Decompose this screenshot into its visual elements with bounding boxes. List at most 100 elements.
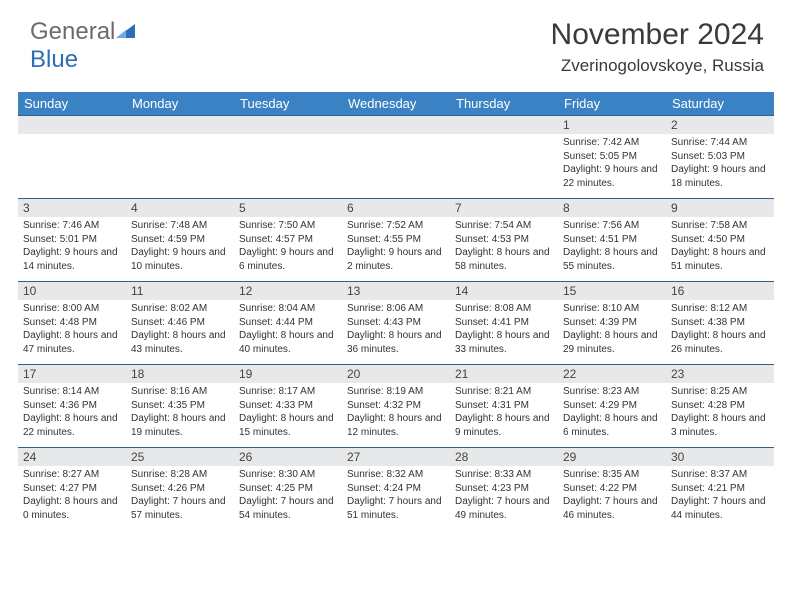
calendar-cell [234, 116, 342, 198]
day-number: 2 [666, 116, 774, 134]
calendar-cell: 27Sunrise: 8:32 AMSunset: 4:24 PMDayligh… [342, 448, 450, 530]
calendar-cell: 29Sunrise: 8:35 AMSunset: 4:22 PMDayligh… [558, 448, 666, 530]
calendar-cell: 30Sunrise: 8:37 AMSunset: 4:21 PMDayligh… [666, 448, 774, 530]
sunrise-text: Sunrise: 7:50 AM [239, 219, 337, 233]
sunrise-text: Sunrise: 8:08 AM [455, 302, 553, 316]
brand-part1: General [30, 18, 115, 45]
sunrise-text: Sunrise: 8:19 AM [347, 385, 445, 399]
calendar-cell: 21Sunrise: 8:21 AMSunset: 4:31 PMDayligh… [450, 365, 558, 447]
calendar: Sunday Monday Tuesday Wednesday Thursday… [18, 92, 774, 530]
cell-body: Sunrise: 8:16 AMSunset: 4:35 PMDaylight:… [126, 383, 234, 443]
sunset-text: Sunset: 4:53 PM [455, 233, 553, 247]
daylight-text: Daylight: 9 hours and 2 minutes. [347, 246, 445, 273]
sunset-text: Sunset: 5:01 PM [23, 233, 121, 247]
cell-body: Sunrise: 8:23 AMSunset: 4:29 PMDaylight:… [558, 383, 666, 443]
day-number: 29 [558, 448, 666, 466]
sunrise-text: Sunrise: 8:00 AM [23, 302, 121, 316]
cell-body: Sunrise: 8:06 AMSunset: 4:43 PMDaylight:… [342, 300, 450, 360]
sunrise-text: Sunrise: 8:33 AM [455, 468, 553, 482]
calendar-cell [18, 116, 126, 198]
calendar-cell [126, 116, 234, 198]
calendar-week: 1Sunrise: 7:42 AMSunset: 5:05 PMDaylight… [18, 115, 774, 198]
sunset-text: Sunset: 4:51 PM [563, 233, 661, 247]
sunrise-text: Sunrise: 7:42 AM [563, 136, 661, 150]
day-number: 25 [126, 448, 234, 466]
cell-body: Sunrise: 7:42 AMSunset: 5:05 PMDaylight:… [558, 134, 666, 194]
sunrise-text: Sunrise: 8:06 AM [347, 302, 445, 316]
sunset-text: Sunset: 4:29 PM [563, 399, 661, 413]
cell-body: Sunrise: 8:30 AMSunset: 4:25 PMDaylight:… [234, 466, 342, 526]
daylight-text: Daylight: 7 hours and 57 minutes. [131, 495, 229, 522]
day-number: 28 [450, 448, 558, 466]
sunset-text: Sunset: 4:59 PM [131, 233, 229, 247]
cell-body: Sunrise: 8:00 AMSunset: 4:48 PMDaylight:… [18, 300, 126, 360]
daylight-text: Daylight: 8 hours and 40 minutes. [239, 329, 337, 356]
daylight-text: Daylight: 8 hours and 9 minutes. [455, 412, 553, 439]
day-number: 9 [666, 199, 774, 217]
calendar-cell [342, 116, 450, 198]
calendar-cell: 14Sunrise: 8:08 AMSunset: 4:41 PMDayligh… [450, 282, 558, 364]
weekday-header: Sunday Monday Tuesday Wednesday Thursday… [18, 92, 774, 115]
sunrise-text: Sunrise: 8:25 AM [671, 385, 769, 399]
daylight-text: Daylight: 9 hours and 18 minutes. [671, 163, 769, 190]
weekday-label: Thursday [450, 92, 558, 115]
weekday-label: Sunday [18, 92, 126, 115]
cell-body: Sunrise: 7:48 AMSunset: 4:59 PMDaylight:… [126, 217, 234, 277]
daylight-text: Daylight: 7 hours and 44 minutes. [671, 495, 769, 522]
day-number [450, 116, 558, 134]
sunset-text: Sunset: 4:43 PM [347, 316, 445, 330]
sunset-text: Sunset: 4:55 PM [347, 233, 445, 247]
day-number: 10 [18, 282, 126, 300]
sunset-text: Sunset: 4:36 PM [23, 399, 121, 413]
day-number: 5 [234, 199, 342, 217]
cell-body [126, 134, 234, 140]
cell-body: Sunrise: 8:32 AMSunset: 4:24 PMDaylight:… [342, 466, 450, 526]
daylight-text: Daylight: 8 hours and 26 minutes. [671, 329, 769, 356]
daylight-text: Daylight: 8 hours and 51 minutes. [671, 246, 769, 273]
sunrise-text: Sunrise: 8:17 AM [239, 385, 337, 399]
calendar-cell: 24Sunrise: 8:27 AMSunset: 4:27 PMDayligh… [18, 448, 126, 530]
cell-body: Sunrise: 8:33 AMSunset: 4:23 PMDaylight:… [450, 466, 558, 526]
day-number: 4 [126, 199, 234, 217]
day-number: 15 [558, 282, 666, 300]
day-number: 20 [342, 365, 450, 383]
cell-body: Sunrise: 7:52 AMSunset: 4:55 PMDaylight:… [342, 217, 450, 277]
sunrise-text: Sunrise: 7:44 AM [671, 136, 769, 150]
sunset-text: Sunset: 4:27 PM [23, 482, 121, 496]
sunset-text: Sunset: 4:24 PM [347, 482, 445, 496]
daylight-text: Daylight: 8 hours and 55 minutes. [563, 246, 661, 273]
daylight-text: Daylight: 8 hours and 29 minutes. [563, 329, 661, 356]
sunset-text: Sunset: 4:32 PM [347, 399, 445, 413]
calendar-cell: 22Sunrise: 8:23 AMSunset: 4:29 PMDayligh… [558, 365, 666, 447]
day-number: 18 [126, 365, 234, 383]
cell-body [450, 134, 558, 140]
calendar-cell: 2Sunrise: 7:44 AMSunset: 5:03 PMDaylight… [666, 116, 774, 198]
day-number: 7 [450, 199, 558, 217]
calendar-cell: 10Sunrise: 8:00 AMSunset: 4:48 PMDayligh… [18, 282, 126, 364]
cell-body: Sunrise: 7:46 AMSunset: 5:01 PMDaylight:… [18, 217, 126, 277]
daylight-text: Daylight: 7 hours and 51 minutes. [347, 495, 445, 522]
sunset-text: Sunset: 4:33 PM [239, 399, 337, 413]
sunset-text: Sunset: 5:03 PM [671, 150, 769, 164]
calendar-cell: 8Sunrise: 7:56 AMSunset: 4:51 PMDaylight… [558, 199, 666, 281]
cell-body: Sunrise: 7:58 AMSunset: 4:50 PMDaylight:… [666, 217, 774, 277]
sunrise-text: Sunrise: 8:23 AM [563, 385, 661, 399]
calendar-cell: 26Sunrise: 8:30 AMSunset: 4:25 PMDayligh… [234, 448, 342, 530]
cell-body: Sunrise: 7:44 AMSunset: 5:03 PMDaylight:… [666, 134, 774, 194]
logo-triangle-icon [115, 22, 137, 40]
sunset-text: Sunset: 4:57 PM [239, 233, 337, 247]
cell-body: Sunrise: 8:28 AMSunset: 4:26 PMDaylight:… [126, 466, 234, 526]
daylight-text: Daylight: 8 hours and 0 minutes. [23, 495, 121, 522]
day-number: 19 [234, 365, 342, 383]
calendar-cell: 3Sunrise: 7:46 AMSunset: 5:01 PMDaylight… [18, 199, 126, 281]
day-number: 12 [234, 282, 342, 300]
sunset-text: Sunset: 4:39 PM [563, 316, 661, 330]
cell-body: Sunrise: 8:19 AMSunset: 4:32 PMDaylight:… [342, 383, 450, 443]
day-number: 1 [558, 116, 666, 134]
day-number [234, 116, 342, 134]
sunset-text: Sunset: 4:35 PM [131, 399, 229, 413]
calendar-cell: 28Sunrise: 8:33 AMSunset: 4:23 PMDayligh… [450, 448, 558, 530]
calendar-week: 17Sunrise: 8:14 AMSunset: 4:36 PMDayligh… [18, 364, 774, 447]
calendar-cell: 16Sunrise: 8:12 AMSunset: 4:38 PMDayligh… [666, 282, 774, 364]
day-number [18, 116, 126, 134]
